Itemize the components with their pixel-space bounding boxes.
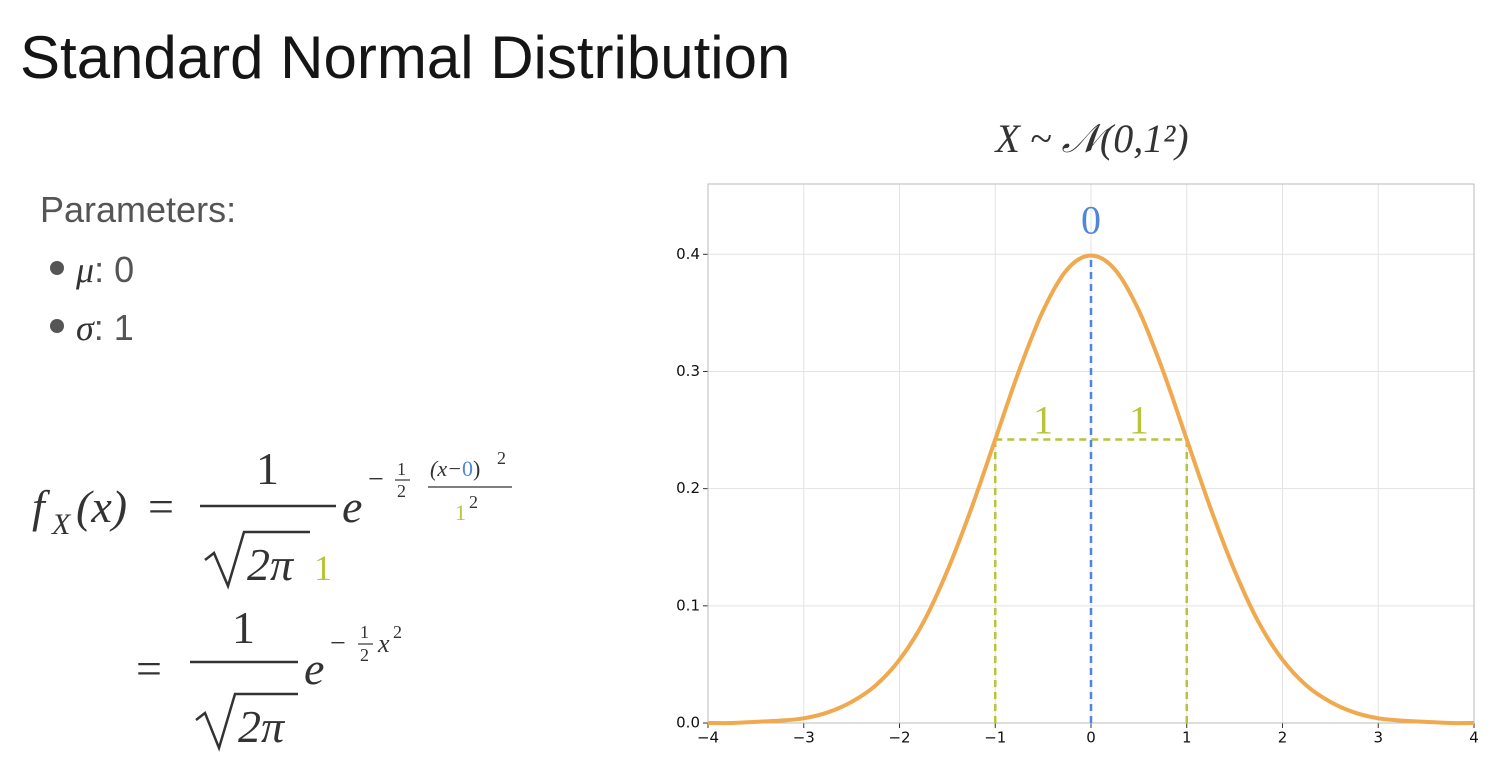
formula-text: 2 xyxy=(397,481,406,501)
formula-text: 1 xyxy=(397,459,406,479)
formula-text: 1 xyxy=(256,443,279,494)
mean-label: 0 xyxy=(1081,197,1101,242)
formula-text: 2 xyxy=(393,622,402,642)
parameter: μ: 0 xyxy=(75,249,134,290)
formula-text: 1 xyxy=(232,602,255,653)
formula-text: 0 xyxy=(462,456,473,481)
formula-text: 2π xyxy=(238,701,286,752)
parameter-symbol: σ xyxy=(76,308,95,348)
x-tick-label: −1 xyxy=(984,729,1006,747)
formula: = 1 2π e − 1 2 x 2 xyxy=(136,602,402,752)
slide-title: Standard Normal Distribution xyxy=(20,24,790,91)
curve xyxy=(707,253,1475,726)
plot: 0.0 0.1 0.2 0.3 0.4 −4 −3 −2 −1 0 1 2 3 4 0 1 1 xyxy=(676,183,1479,747)
formula-text: = xyxy=(136,643,162,694)
formula-text: − xyxy=(368,464,384,495)
x-tick-label: −3 xyxy=(793,729,815,747)
formula-text: (x) xyxy=(76,481,127,532)
parameters-heading: Parameters: xyxy=(40,189,236,230)
formula-text: = xyxy=(148,481,174,532)
y-tick-label: 0.3 xyxy=(676,362,700,380)
bullet xyxy=(50,261,64,275)
x-tick-label: 0 xyxy=(1086,729,1096,747)
formula-text: 2 xyxy=(469,492,478,512)
sqrt-sign xyxy=(195,692,298,752)
formula-text: X xyxy=(51,508,72,541)
formula-text: 2 xyxy=(360,645,369,665)
bullet xyxy=(50,319,64,333)
parameter-value: : 1 xyxy=(94,307,134,348)
formula-text: (x−0) xyxy=(430,456,480,481)
parameter-value: : 0 xyxy=(94,249,134,290)
formula-text: 2π xyxy=(247,539,295,590)
x-tick-label: 4 xyxy=(1469,729,1479,747)
formula-text: x xyxy=(377,629,390,658)
y-tick-label: 0.4 xyxy=(676,245,700,263)
sigma-label: 1 xyxy=(1033,397,1053,442)
y-tick-label: 0.1 xyxy=(676,596,700,614)
formula-text: 1 xyxy=(360,622,369,642)
x-tick-label: −4 xyxy=(697,729,719,747)
formula-text: e xyxy=(342,481,362,532)
formula-text: (x− xyxy=(430,456,462,481)
x-tick-label: 3 xyxy=(1373,729,1383,747)
formula-text: ) xyxy=(473,456,480,481)
x-tick-label: −2 xyxy=(888,729,910,747)
formula-text: f xyxy=(32,481,51,532)
x-tick-label: 2 xyxy=(1278,729,1288,747)
y-tick-label: 0.0 xyxy=(676,714,700,732)
formula-text: − xyxy=(330,628,346,659)
parameter-symbol: μ xyxy=(75,250,94,290)
chart-title: X ~ 𝒩(0,1²) xyxy=(993,116,1188,161)
formula: f X (x) = 1 2π 1 e − 1 2 (x−0) 2 1 2 xyxy=(32,443,512,590)
x-tick-label: 1 xyxy=(1182,729,1192,747)
sqrt-sign xyxy=(204,530,310,590)
formula-text: 1 xyxy=(455,500,466,525)
sigma-label: 1 xyxy=(1129,397,1149,442)
formula-text: e xyxy=(304,643,324,694)
formula-text: 1 xyxy=(314,548,332,588)
parameter: σ: 1 xyxy=(76,307,134,348)
formula-text: 2 xyxy=(497,448,506,468)
y-tick-label: 0.2 xyxy=(676,479,700,497)
